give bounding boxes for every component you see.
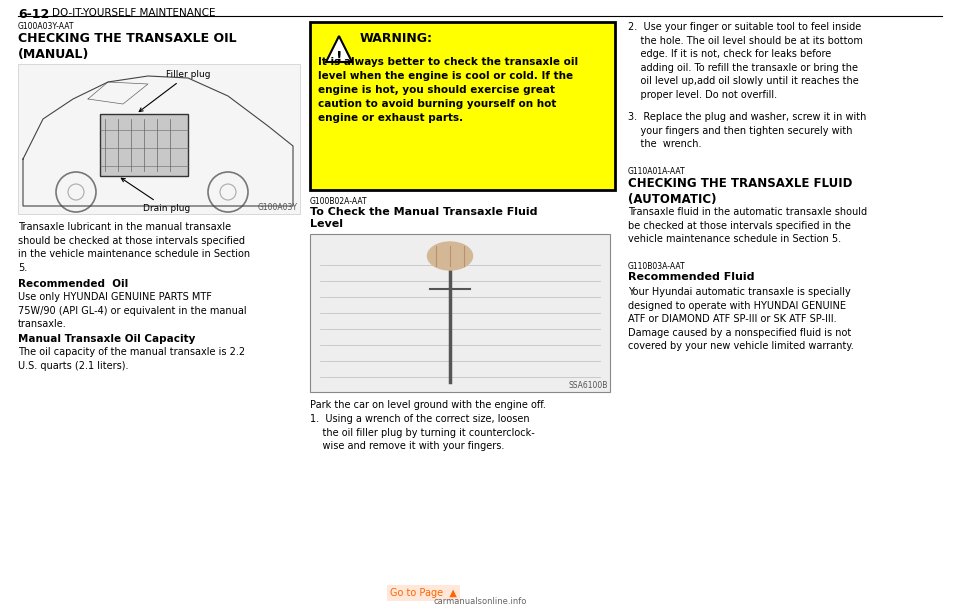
FancyBboxPatch shape bbox=[310, 22, 615, 190]
Polygon shape bbox=[326, 36, 352, 62]
Text: 3.  Replace the plug and washer, screw it in with
    your fingers and then tigh: 3. Replace the plug and washer, screw it… bbox=[628, 112, 866, 149]
Ellipse shape bbox=[427, 242, 472, 270]
Text: WARNING:: WARNING: bbox=[360, 32, 433, 45]
Text: DO-IT-YOURSELF MAINTENANCE: DO-IT-YOURSELF MAINTENANCE bbox=[52, 8, 215, 18]
FancyBboxPatch shape bbox=[100, 114, 188, 176]
Text: carmanualsonline.info: carmanualsonline.info bbox=[433, 597, 527, 606]
FancyBboxPatch shape bbox=[18, 64, 300, 214]
Text: G100A03Y-AAT: G100A03Y-AAT bbox=[18, 22, 75, 31]
Text: Use only HYUNDAI GENUINE PARTS MTF
75W/90 (API GL-4) or equivalent in the manual: Use only HYUNDAI GENUINE PARTS MTF 75W/9… bbox=[18, 292, 247, 329]
Text: SSA6100B: SSA6100B bbox=[568, 381, 608, 390]
Text: The oil capacity of the manual transaxle is 2.2
U.S. quarts (2.1 liters).: The oil capacity of the manual transaxle… bbox=[18, 347, 245, 371]
Text: Recommended Fluid: Recommended Fluid bbox=[628, 272, 755, 282]
Text: G110B03A-AAT: G110B03A-AAT bbox=[628, 262, 685, 271]
FancyBboxPatch shape bbox=[310, 234, 610, 392]
Text: !: ! bbox=[336, 50, 343, 64]
Text: Your Hyundai automatic transaxle is specially
designed to operate with HYUNDAI G: Your Hyundai automatic transaxle is spec… bbox=[628, 287, 853, 351]
Text: Go to Page  ▲: Go to Page ▲ bbox=[390, 588, 457, 598]
Text: CHECKING THE TRANSAXLE OIL
(MANUAL): CHECKING THE TRANSAXLE OIL (MANUAL) bbox=[18, 32, 236, 61]
Text: To Check the Manual Transaxle Fluid
Level: To Check the Manual Transaxle Fluid Leve… bbox=[310, 207, 538, 230]
Text: G100A03Y: G100A03Y bbox=[258, 203, 298, 212]
Text: Transaxle lubricant in the manual transaxle
should be checked at those intervals: Transaxle lubricant in the manual transa… bbox=[18, 222, 251, 273]
Text: Recommended  Oil: Recommended Oil bbox=[18, 279, 129, 289]
Text: It is always better to check the transaxle oil
level when the engine is cool or : It is always better to check the transax… bbox=[318, 57, 578, 123]
Text: 2.  Use your finger or suitable tool to feel inside
    the hole. The oil level : 2. Use your finger or suitable tool to f… bbox=[628, 22, 863, 100]
Text: CHECKING THE TRANSAXLE FLUID
(AUTOMATIC): CHECKING THE TRANSAXLE FLUID (AUTOMATIC) bbox=[628, 177, 852, 206]
Text: Park the car on level ground with the engine off.: Park the car on level ground with the en… bbox=[310, 400, 546, 410]
Text: 1.  Using a wrench of the correct size, loosen
    the oil filler plug by turnin: 1. Using a wrench of the correct size, l… bbox=[310, 414, 535, 451]
Text: G100B02A-AAT: G100B02A-AAT bbox=[310, 197, 368, 206]
Text: Transaxle fluid in the automatic transaxle should
be checked at those intervals : Transaxle fluid in the automatic transax… bbox=[628, 207, 867, 244]
Text: 6-12: 6-12 bbox=[18, 8, 49, 21]
Text: Drain plug: Drain plug bbox=[121, 178, 190, 213]
Text: Manual Transaxle Oil Capacity: Manual Transaxle Oil Capacity bbox=[18, 334, 196, 344]
Text: G110A01A-AAT: G110A01A-AAT bbox=[628, 167, 685, 176]
Text: Filler plug: Filler plug bbox=[139, 70, 210, 111]
